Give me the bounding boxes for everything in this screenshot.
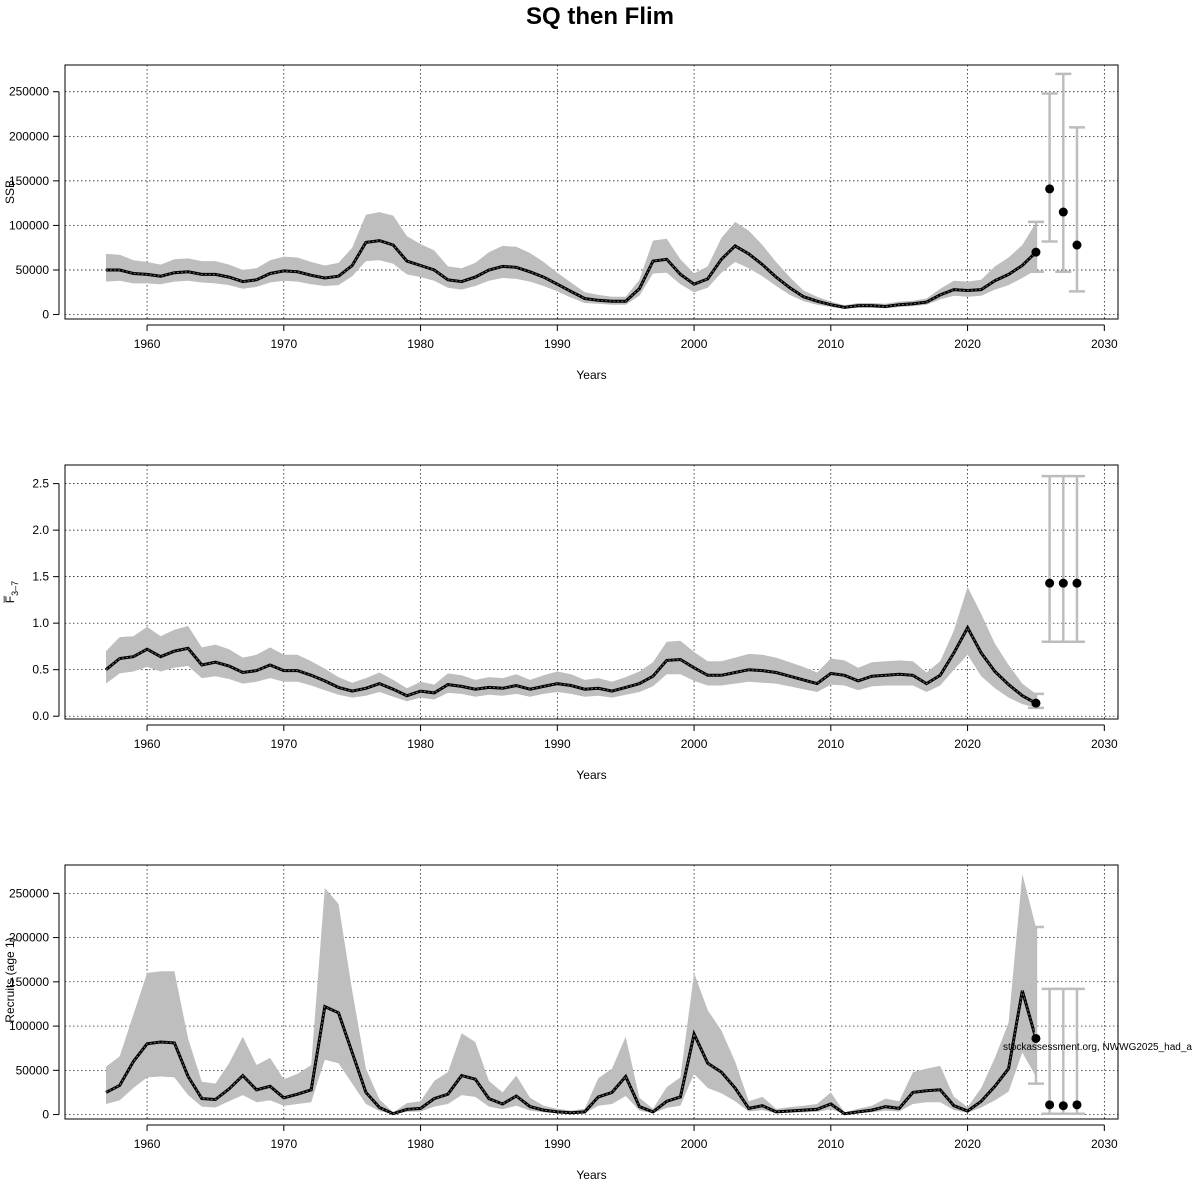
projection-point — [1058, 578, 1068, 588]
x-tick-label: 1990 — [544, 1137, 571, 1151]
x-tick-label: 2000 — [681, 1137, 708, 1151]
y-axis-label: Recruits (age 1) — [3, 937, 17, 1022]
x-tick-label: 2000 — [681, 337, 708, 351]
confidence-band — [106, 586, 1036, 708]
y-tick-label: 0.5 — [32, 663, 49, 677]
confidence-band — [106, 873, 1036, 1115]
y-tick-label: 200000 — [9, 129, 49, 143]
x-tick-label: 2000 — [681, 737, 708, 751]
x-tick-label: 2020 — [954, 737, 981, 751]
x-tick-label: 2030 — [1091, 1137, 1118, 1151]
y-tick-label: 200000 — [9, 931, 49, 945]
x-tick-label: 2020 — [954, 1137, 981, 1151]
y-axis-label-subscript: 3–7 — [10, 581, 20, 596]
confidence-band — [106, 212, 1036, 309]
y-tick-label: 1.5 — [32, 570, 49, 584]
estimate-line-dash — [105, 990, 1037, 1115]
x-tick-label: 2030 — [1091, 737, 1118, 751]
projection-point — [1031, 247, 1041, 257]
source-annotation: stockassessment.org, NWWG2025_had_a — [1003, 1042, 1192, 1053]
y-tick-label: 250000 — [9, 85, 49, 99]
y-tick-label: 2.5 — [32, 477, 49, 491]
y-tick-label: 150000 — [9, 174, 49, 188]
fbar-panel: 1960 1970 1980 1990 2000 2010 2020 2030 0.0 0.5 1.… — [3, 464, 1119, 782]
x-axis-label: Years — [576, 1168, 606, 1182]
y-tick-label: 100000 — [9, 1019, 49, 1033]
projection-point — [1072, 578, 1082, 588]
plot-frame — [64, 864, 1119, 1120]
x-tick-label: 1990 — [544, 737, 571, 751]
x-tick-label: 2010 — [817, 1137, 844, 1151]
recruits-panel: 1960 1970 1980 1990 2000 2010 2020 2030 0 50000 10… — [3, 864, 1119, 1182]
projection-point — [1058, 207, 1068, 217]
y-tick-label: 0.0 — [32, 709, 49, 723]
plot-frame — [64, 464, 1119, 720]
x-tick-label: 1980 — [407, 737, 434, 751]
x-tick-label: 1970 — [270, 737, 297, 751]
y-tick-label: 150000 — [9, 975, 49, 989]
figure-title: SQ then Flim — [526, 3, 674, 30]
y-tick-label: 50000 — [16, 1063, 50, 1077]
y-tick-label: 0 — [42, 1108, 49, 1122]
x-tick-label: 1960 — [134, 737, 161, 751]
y-tick-label: 100000 — [9, 218, 49, 232]
x-tick-label: 2010 — [817, 737, 844, 751]
projection-point — [1031, 698, 1041, 708]
projection-point — [1031, 1033, 1041, 1043]
x-tick-label: 1960 — [134, 337, 161, 351]
estimate-line-dash — [105, 626, 1037, 704]
x-tick-label: 1970 — [270, 337, 297, 351]
estimate-line-dash — [106, 240, 1037, 308]
y-tick-label: 2.0 — [32, 523, 49, 537]
y-tick-label: 0 — [42, 308, 49, 322]
x-tick-label: 1960 — [134, 1137, 161, 1151]
y-tick-label: 50000 — [16, 263, 50, 277]
projection-point — [1072, 240, 1082, 250]
projection-point — [1072, 1100, 1082, 1110]
x-axis-label: Years — [576, 368, 606, 382]
x-tick-label: 1980 — [407, 1137, 434, 1151]
x-tick-label: 2030 — [1091, 337, 1118, 351]
projection-point — [1058, 1101, 1068, 1111]
x-tick-label: 2020 — [954, 337, 981, 351]
x-tick-label: 1990 — [544, 337, 571, 351]
y-tick-label: 250000 — [9, 886, 49, 900]
y-tick-label: 1.0 — [32, 616, 49, 630]
projection-point — [1045, 578, 1055, 588]
y-axis-label: SSB — [3, 180, 17, 204]
x-tick-label: 1970 — [270, 1137, 297, 1151]
projection-point — [1045, 1100, 1055, 1110]
ssb-panel: 1960 1970 1980 1990 2000 2010 2020 2030 0 50000 10… — [3, 64, 1119, 382]
x-tick-label: 2010 — [817, 337, 844, 351]
x-tick-label: 1980 — [407, 337, 434, 351]
x-axis-label: Years — [576, 768, 606, 782]
plot-frame — [64, 64, 1119, 320]
projection-point — [1045, 184, 1055, 194]
